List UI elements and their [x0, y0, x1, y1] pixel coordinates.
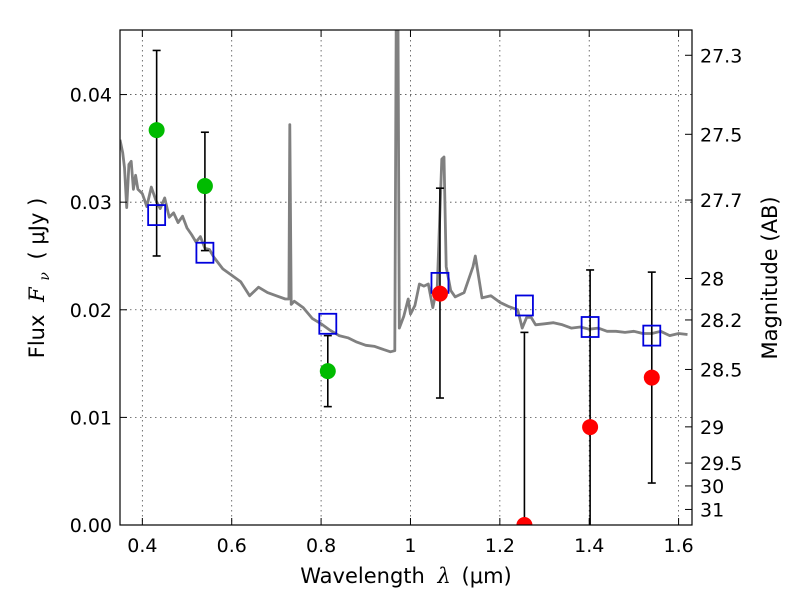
mag-tick-label: 27.3 — [700, 45, 742, 67]
model-photometry-square — [318, 312, 338, 335]
error-bars — [152, 49, 656, 525]
y-tick-label: 0.00 — [70, 515, 112, 537]
mag-tick-label: 29.5 — [700, 453, 742, 475]
flux-point — [196, 178, 213, 195]
mag-tick-label: 27.5 — [700, 124, 742, 146]
model-photometry-square — [580, 316, 600, 338]
model-photometry-square — [642, 324, 662, 347]
mag-tick-label: 30 — [700, 476, 724, 498]
flux-point — [582, 419, 599, 436]
y-tick-label: 0.02 — [70, 300, 112, 322]
mag-tick-label: 28 — [700, 268, 724, 290]
y-axis-label: Flux F ν ( μJy ) — [25, 198, 54, 359]
y-tick-label: 0.04 — [70, 85, 112, 107]
y-axis-label-unit: ( μJy ) — [25, 198, 49, 260]
x-tick-label: 0.6 — [217, 535, 247, 557]
x-axis-label: Wavelength λ (μm) — [300, 564, 511, 588]
flux-point — [148, 122, 165, 139]
mag-tick-label: 28.2 — [700, 310, 742, 332]
y2-axis-label: Magnitude (AB) — [758, 196, 782, 359]
mag-tick-label: 31 — [700, 499, 724, 521]
flux-point — [319, 363, 336, 380]
data-points — [147, 122, 662, 525]
model-photometry-square — [515, 294, 534, 317]
axis-ticks — [120, 30, 692, 526]
plot-frame — [119, 29, 693, 526]
x-axis-label-unit: (μm) — [462, 564, 512, 588]
mag-tick-label: 27.7 — [700, 190, 742, 212]
flux-point — [431, 285, 448, 302]
y-tick-label: 0.01 — [70, 407, 112, 429]
x-axis-label-symbol: λ — [437, 564, 451, 588]
y-axis-label-subscript: ν — [37, 272, 53, 281]
x-tick-label: 1.4 — [574, 535, 604, 557]
y-axis-label-symbol: F — [25, 286, 49, 303]
mag-tick-label: 29 — [700, 417, 724, 439]
x-tick-label: 1.6 — [663, 535, 693, 557]
x-tick-label: 0.4 — [127, 535, 157, 557]
mag-tick-label: 28.5 — [700, 359, 742, 381]
grid-lines — [120, 30, 692, 526]
x-tick-label: 0.8 — [306, 535, 336, 557]
flux-point — [516, 517, 533, 525]
flux-point — [643, 369, 660, 386]
x-tick-label: 1.2 — [485, 535, 515, 557]
model-photometry-square — [147, 204, 167, 226]
x-axis-label-text: Wavelength — [300, 564, 425, 588]
x-tick-label: 1 — [404, 535, 416, 557]
y-tick-label: 0.03 — [70, 192, 112, 214]
model-photometry-square — [195, 241, 215, 264]
model-spectrum-line — [120, 30, 688, 354]
y-axis-label-text: Flux — [25, 315, 49, 359]
